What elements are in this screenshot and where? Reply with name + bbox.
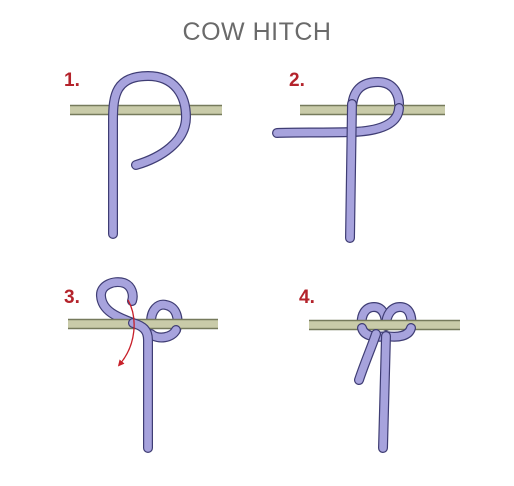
step-2-illustration [272, 77, 445, 243]
step-number-2: 2. [289, 70, 305, 91]
step-number-4: 4. [299, 287, 315, 308]
step-4-illustration [309, 302, 460, 453]
step-1-rope [108, 71, 191, 239]
step-3-rope-front [128, 318, 181, 453]
page-title: COW HITCH [182, 18, 332, 46]
step-1-illustration [70, 71, 222, 239]
step-number-1: 1. [64, 70, 80, 91]
step-3-illustration [68, 277, 218, 453]
step-4-rope-front [354, 323, 416, 453]
step-number-3: 3. [64, 287, 80, 308]
step-2-rope-front [272, 99, 404, 243]
step-2-rope-back [347, 77, 405, 115]
curved-arrow-icon [117, 299, 135, 367]
step-4-rope-back [356, 302, 417, 333]
